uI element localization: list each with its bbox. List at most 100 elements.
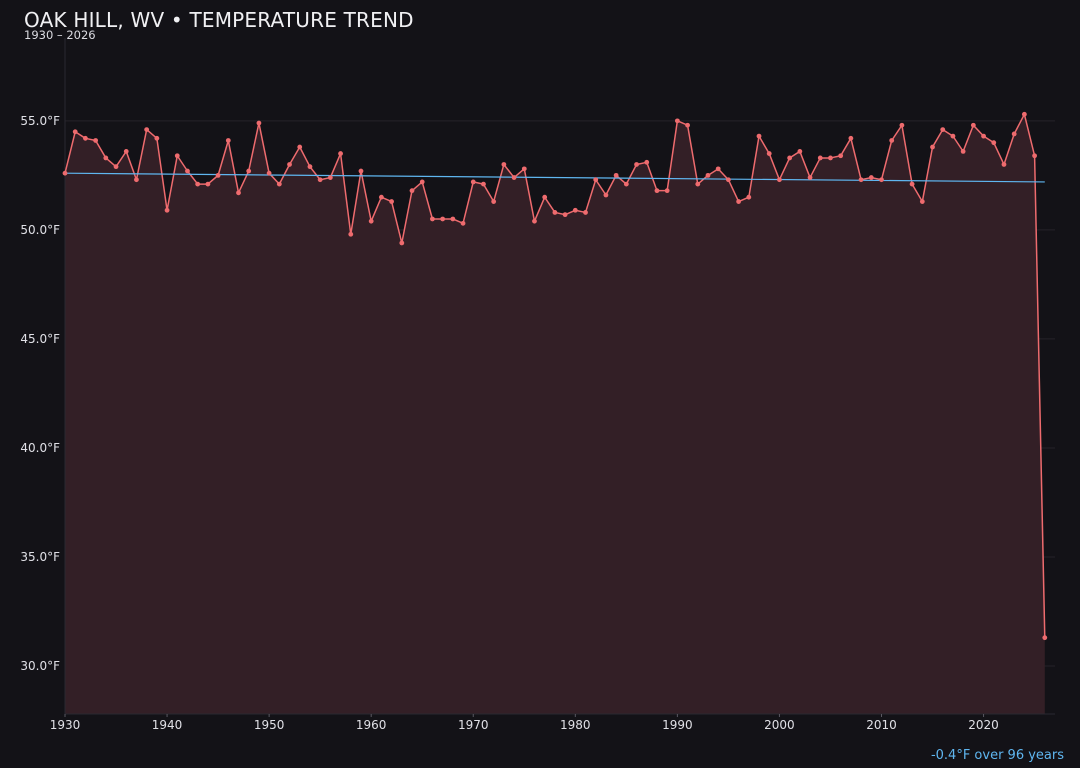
data-point [297,144,303,150]
y-tick-label: 50.0°F [20,223,60,237]
data-point [654,188,660,194]
data-point [93,138,99,143]
x-axis-ticks: 1930 1940 1950 1960 1970 1980 1990 2000 2010 2020 [50,714,999,732]
data-point [327,175,333,180]
data-point [62,170,68,176]
data-point [409,188,415,194]
data-point [970,122,976,128]
x-tick-label: 2000 [764,718,795,732]
data-point [542,194,548,200]
x-tick-label: 1970 [458,718,489,732]
data-point [430,216,435,222]
data-point [746,194,752,200]
data-point [777,177,782,183]
data-point [266,170,272,176]
data-point [583,210,588,215]
data-point [828,155,833,161]
data-point [817,155,823,161]
data-point [695,181,701,187]
data-point [134,177,139,183]
data-point [83,135,88,141]
data-point [572,207,578,213]
data-point [521,166,527,172]
chart-title: OAK HILL, WV • TEMPERATURE TREND [24,8,414,32]
data-point [858,177,864,183]
data-point [715,166,721,172]
data-point [848,135,854,141]
y-axis-ticks: 30.0°F 35.0°F 40.0°F 45.0°F 50.0°F 55.0°F [20,114,60,673]
data-point [613,172,619,178]
data-point [879,177,884,183]
data-point [287,162,292,167]
y-tick-label: 30.0°F [20,659,60,673]
data-point [797,148,803,154]
data-point [307,164,313,170]
data-point [113,164,119,170]
data-point [726,177,731,183]
data-point [368,218,374,224]
data-point [215,172,221,178]
data-point [644,159,650,165]
data-point [664,188,670,194]
x-tick-label: 1990 [662,718,693,732]
data-point [807,175,813,180]
data-point [195,181,201,187]
x-tick-label: 1960 [356,718,387,732]
data-point [185,168,190,174]
chart-subtitle: 1930 – 2026 [24,28,96,42]
data-point [123,148,129,154]
data-point [950,133,956,139]
data-point [450,216,456,222]
data-point [736,199,742,204]
data-point [358,168,364,174]
x-tick-label: 1980 [560,718,591,732]
data-point [501,162,507,167]
data-point [1001,162,1007,167]
x-tick-label: 1950 [254,718,285,732]
data-point [338,151,343,156]
y-tick-label: 45.0°F [20,332,60,346]
y-tick-label: 35.0°F [20,550,60,564]
data-point [685,122,690,128]
data-point [705,172,711,178]
data-point [470,179,476,185]
data-point [174,153,180,159]
data-point [623,181,629,187]
data-point [144,127,150,132]
x-tick-label: 1930 [50,718,81,732]
data-point [634,162,639,167]
data-point [225,138,231,143]
data-point [348,231,354,237]
data-point [491,199,497,204]
data-point [246,168,252,174]
data-point [552,210,558,215]
data-point [460,220,466,226]
data-point [511,175,517,180]
y-tick-label: 40.0°F [20,441,60,455]
data-point [960,148,966,154]
data-point [419,179,425,185]
y-tick-label: 55.0°F [20,114,60,128]
data-point [481,181,486,187]
data-point [919,199,925,204]
data-point [103,155,109,161]
data-point [674,118,680,124]
data-points [62,111,1048,641]
data-point [909,181,915,187]
x-tick-label: 2010 [866,718,897,732]
data-point [787,155,793,161]
data-point [1021,111,1027,117]
data-point [868,175,874,180]
data-point [603,192,609,198]
data-point [930,144,935,150]
data-point [1032,153,1037,159]
trend-summary: -0.4°F over 96 years [930,748,1064,763]
data-point [72,129,78,135]
data-point [317,177,323,183]
data-point [256,120,262,126]
data-point [1042,635,1048,641]
data-point [766,151,772,156]
data-point [981,133,986,139]
x-tick-label: 2020 [968,718,999,732]
data-point [532,218,537,224]
